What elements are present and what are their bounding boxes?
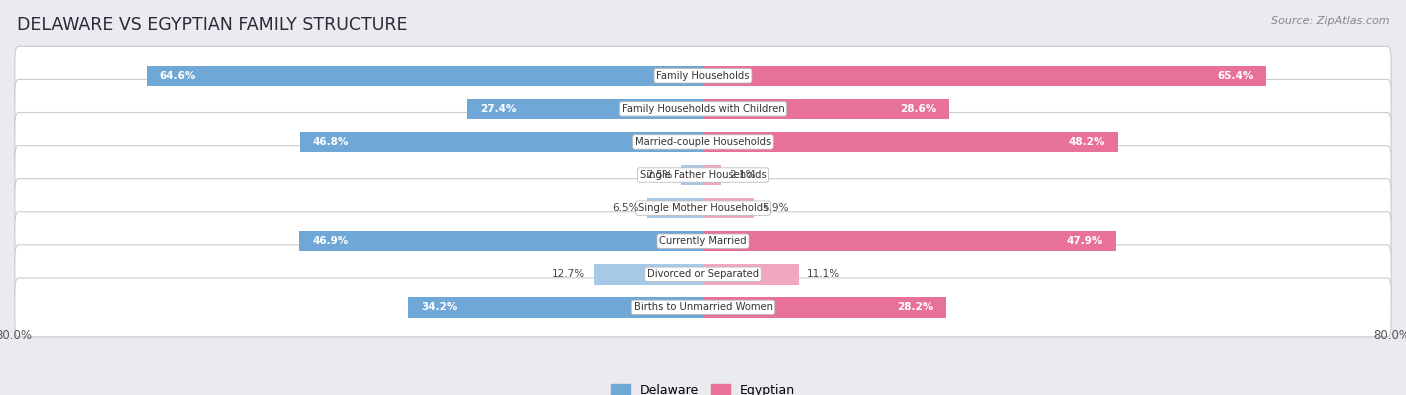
FancyBboxPatch shape	[15, 79, 1391, 138]
Text: 27.4%: 27.4%	[479, 104, 516, 114]
Bar	[467, 99, 703, 119]
Bar	[703, 66, 1267, 86]
Bar	[703, 198, 754, 218]
Text: Single Father Households: Single Father Households	[640, 170, 766, 180]
FancyBboxPatch shape	[15, 212, 1391, 271]
Text: 47.9%: 47.9%	[1066, 236, 1102, 246]
Text: DELAWARE VS EGYPTIAN FAMILY STRUCTURE: DELAWARE VS EGYPTIAN FAMILY STRUCTURE	[17, 16, 408, 34]
Bar	[703, 264, 799, 284]
Text: 34.2%: 34.2%	[422, 302, 458, 312]
Bar	[409, 297, 703, 318]
Bar	[299, 132, 703, 152]
Text: 2.5%: 2.5%	[647, 170, 673, 180]
FancyBboxPatch shape	[15, 146, 1391, 205]
FancyBboxPatch shape	[15, 278, 1391, 337]
Text: Married-couple Households: Married-couple Households	[636, 137, 770, 147]
Text: 65.4%: 65.4%	[1218, 71, 1253, 81]
Text: Currently Married: Currently Married	[659, 236, 747, 246]
Bar	[299, 231, 703, 252]
Text: Single Mother Households: Single Mother Households	[638, 203, 768, 213]
Bar	[703, 132, 1118, 152]
Text: 64.6%: 64.6%	[160, 71, 195, 81]
Text: Divorced or Separated: Divorced or Separated	[647, 269, 759, 279]
Text: 5.9%: 5.9%	[762, 203, 789, 213]
Text: 46.8%: 46.8%	[314, 137, 349, 147]
FancyBboxPatch shape	[15, 245, 1391, 304]
Text: Family Households with Children: Family Households with Children	[621, 104, 785, 114]
Text: Births to Unmarried Women: Births to Unmarried Women	[634, 302, 772, 312]
Bar	[146, 66, 703, 86]
Bar	[647, 198, 703, 218]
Bar	[593, 264, 703, 284]
Text: 6.5%: 6.5%	[612, 203, 638, 213]
Text: 2.1%: 2.1%	[730, 170, 756, 180]
FancyBboxPatch shape	[15, 179, 1391, 237]
Text: 48.2%: 48.2%	[1069, 137, 1105, 147]
Text: Family Households: Family Households	[657, 71, 749, 81]
Text: Source: ZipAtlas.com: Source: ZipAtlas.com	[1271, 16, 1389, 26]
Text: 28.6%: 28.6%	[900, 104, 936, 114]
Text: 12.7%: 12.7%	[553, 269, 585, 279]
Text: 28.2%: 28.2%	[897, 302, 934, 312]
Bar	[703, 99, 949, 119]
Text: 11.1%: 11.1%	[807, 269, 841, 279]
Bar	[703, 165, 721, 185]
FancyBboxPatch shape	[15, 113, 1391, 171]
Bar	[703, 231, 1115, 252]
Legend: Delaware, Egyptian: Delaware, Egyptian	[606, 379, 800, 395]
Bar	[682, 165, 703, 185]
FancyBboxPatch shape	[15, 46, 1391, 105]
Text: 46.9%: 46.9%	[312, 236, 349, 246]
Bar	[703, 297, 946, 318]
